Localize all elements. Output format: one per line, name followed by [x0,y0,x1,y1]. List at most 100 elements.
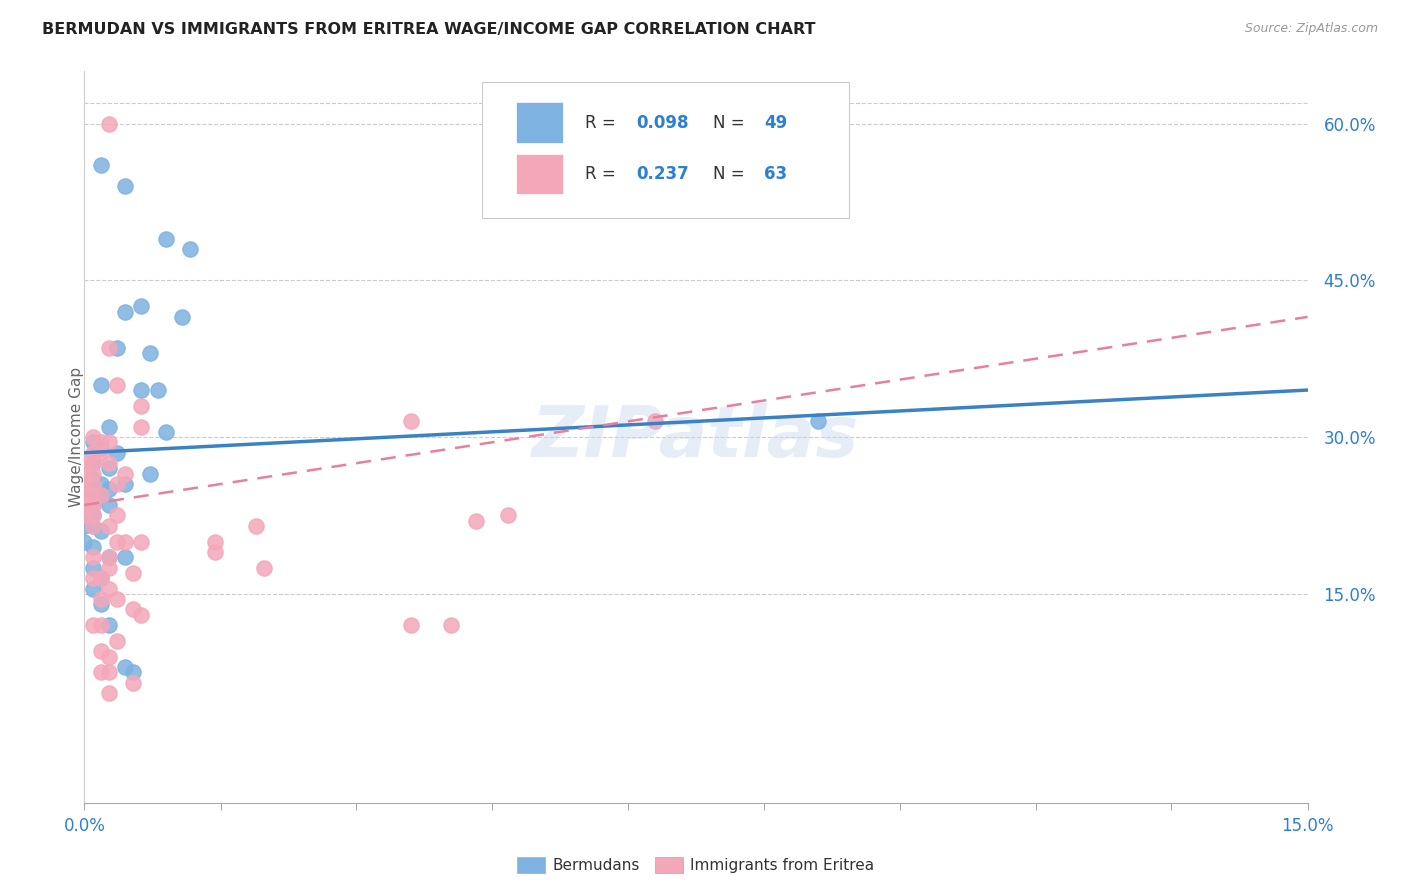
Text: Source: ZipAtlas.com: Source: ZipAtlas.com [1244,22,1378,36]
Point [90,571,112,585]
Point [82,472,104,486]
Point [131,399,153,413]
Point [82,571,104,585]
Point [155,425,177,439]
Point [90,477,112,491]
Point [97,550,120,565]
Point [131,534,153,549]
Point [82,430,104,444]
Text: ZIPatlas: ZIPatlas [533,402,859,472]
Point [253,560,276,574]
Point [90,435,112,450]
Point [131,383,153,397]
Point [90,158,112,172]
Text: 49: 49 [765,113,787,131]
Point [114,550,136,565]
Point [807,414,830,428]
Point [97,498,120,512]
Point [82,483,104,497]
Text: N =: N = [713,165,749,183]
Point [122,566,145,580]
Point [97,435,120,450]
Point [97,483,120,497]
Point [122,665,145,680]
Legend: Bermudans, Immigrants from Eritrea: Bermudans, Immigrants from Eritrea [512,851,880,880]
Point [97,341,120,355]
Y-axis label: Wage/Income Gap: Wage/Income Gap [69,367,83,508]
Point [97,456,120,470]
Text: BERMUDAN VS IMMIGRANTS FROM ERITREA WAGE/INCOME GAP CORRELATION CHART: BERMUDAN VS IMMIGRANTS FROM ERITREA WAGE… [42,22,815,37]
Point [131,607,153,622]
Point [90,665,112,680]
Point [97,117,120,131]
Point [82,618,104,632]
Point [644,414,666,428]
Text: 0.237: 0.237 [636,165,689,183]
Point [114,477,136,491]
Point [155,231,177,245]
Point [82,540,104,554]
Point [105,534,128,549]
Point [82,487,104,501]
Point [90,592,112,607]
Point [97,519,120,533]
Point [97,618,120,632]
Point [131,300,153,314]
Point [105,446,128,460]
Point [90,487,112,501]
Point [82,456,104,470]
Point [82,519,104,533]
Point [122,675,145,690]
Text: 0.098: 0.098 [636,113,689,131]
Point [105,477,128,491]
Point [464,514,486,528]
Point [82,487,104,501]
Point [73,487,96,501]
Point [73,508,96,523]
Text: R =: R = [585,113,620,131]
Point [90,597,112,611]
Point [179,242,201,256]
Point [105,633,128,648]
Point [245,519,267,533]
Point [73,508,96,523]
Point [114,467,136,481]
Point [73,483,96,497]
Point [114,304,136,318]
Point [146,383,169,397]
Point [138,467,160,481]
Point [97,550,120,565]
Point [114,179,136,194]
Point [172,310,194,324]
Point [97,461,120,475]
Point [131,419,153,434]
Point [82,560,104,574]
Point [73,498,96,512]
Point [90,446,112,460]
FancyBboxPatch shape [482,82,849,218]
Point [97,582,120,596]
Point [82,435,104,450]
Point [82,519,104,533]
Point [97,649,120,664]
Point [82,456,104,470]
Point [82,508,104,523]
Point [82,467,104,481]
Point [82,498,104,512]
Point [97,686,120,700]
Point [204,545,226,559]
Point [90,644,112,658]
Point [105,592,128,607]
Point [90,487,112,501]
Point [399,618,422,632]
Point [440,618,463,632]
FancyBboxPatch shape [516,153,562,194]
Point [82,498,104,512]
Point [73,456,96,470]
Point [82,477,104,491]
Point [73,477,96,491]
Point [73,487,96,501]
Text: 63: 63 [765,165,787,183]
Point [82,582,104,596]
Point [82,508,104,523]
